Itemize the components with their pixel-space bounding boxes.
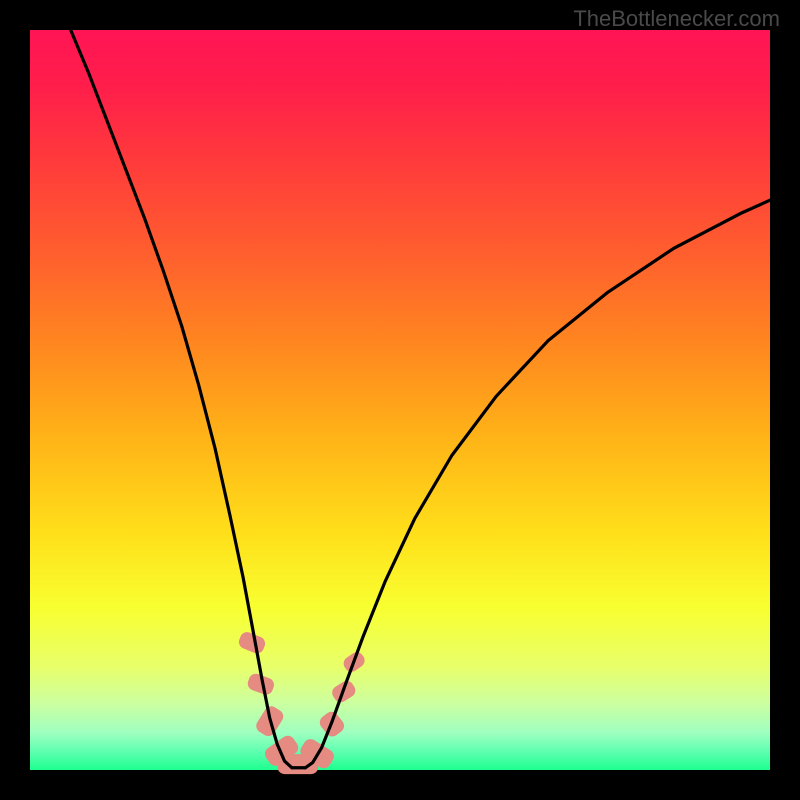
- chart-stage: TheBottlenecker.com: [0, 0, 800, 800]
- valley-marker: [237, 630, 266, 655]
- curve-layer: [30, 30, 770, 770]
- plot-area: [30, 30, 770, 770]
- watermark-text: TheBottlenecker.com: [573, 6, 780, 32]
- right-curve: [305, 200, 770, 768]
- left-curve: [71, 30, 292, 768]
